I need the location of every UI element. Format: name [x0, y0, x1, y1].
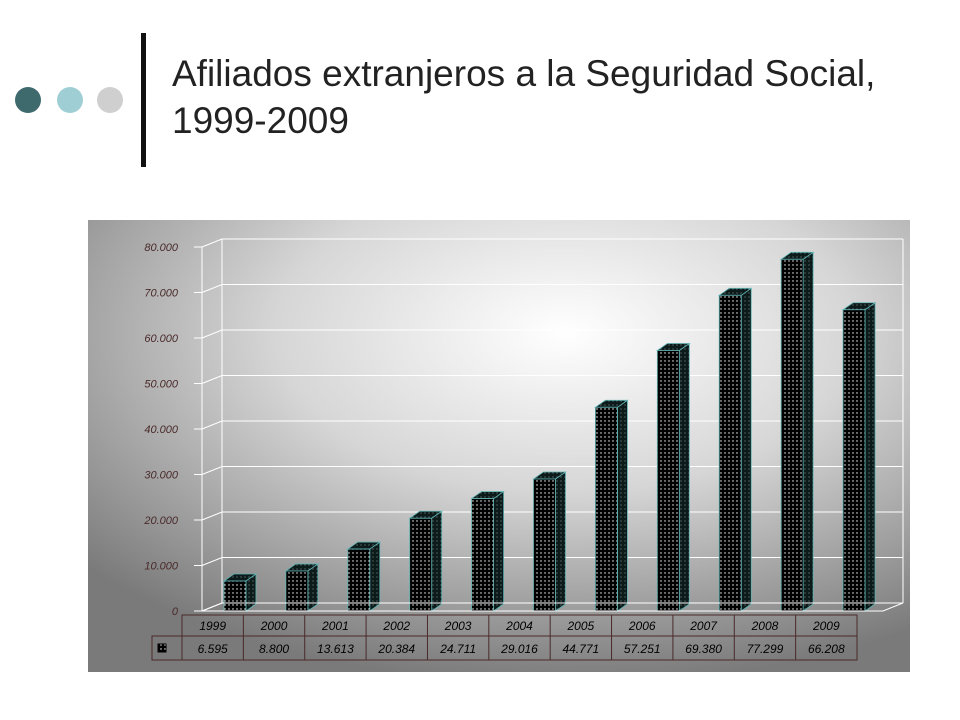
bar-side: [493, 490, 504, 612]
bar: [841, 301, 877, 612]
y-tick-label: 30.000: [144, 470, 179, 482]
bar-side: [431, 510, 443, 612]
data-label: 29.016: [500, 642, 538, 656]
bar-front: [223, 580, 247, 612]
y-tick-label: 40.000: [144, 424, 179, 436]
x-tick-label: 2007: [689, 619, 718, 633]
x-tick-label: 1999: [199, 619, 226, 633]
bar: [408, 510, 443, 612]
y-tick-label: 80.000: [144, 242, 179, 254]
data-label: 8.800: [259, 642, 289, 656]
chart-floor: [201, 602, 904, 612]
y-tick-label: 70.000: [144, 288, 179, 300]
x-tick-label: 2004: [505, 619, 533, 633]
data-label: 57.251: [624, 642, 661, 656]
bar-front: [409, 517, 433, 612]
bar-side: [307, 563, 319, 612]
bar-front: [347, 548, 371, 612]
legend-swatch: [157, 643, 167, 653]
bar: [594, 399, 629, 612]
x-tick-label: 2008: [751, 619, 779, 633]
data-label: 77.299: [747, 642, 784, 656]
data-label: 6.595: [198, 642, 228, 656]
bar-front: [471, 498, 494, 612]
bar: [470, 490, 505, 612]
data-label: 44.771: [563, 642, 600, 656]
y-tick-label: 10.000: [144, 561, 179, 573]
x-tick-label: 2000: [260, 619, 288, 633]
bar-side: [555, 471, 566, 612]
bar: [779, 251, 815, 612]
data-label: 20.384: [377, 642, 415, 656]
bar-side: [740, 287, 752, 612]
y-tick-label: 60.000: [144, 333, 179, 345]
bar-front: [533, 478, 556, 612]
gridline: [201, 283, 903, 294]
data-label: 66.208: [808, 642, 845, 656]
y-tick-label: 50.000: [144, 379, 179, 391]
bar-front: [842, 309, 866, 612]
bar-front: [780, 258, 804, 612]
gridline: [201, 329, 903, 339]
decor-dot-teal: [57, 87, 83, 113]
decor-dot-dark: [15, 87, 41, 113]
bar-chart: 0 10.000 20.000 30.000 40.000 50.000 60.000 70.…: [88, 220, 910, 672]
bar-side: [802, 251, 814, 612]
bar: [346, 541, 382, 612]
bar-front: [656, 350, 680, 612]
data-table-value-row: [151, 635, 858, 661]
bar: [284, 563, 320, 612]
gridline: [201, 238, 903, 248]
x-tick-label: 2006: [628, 619, 656, 633]
bar-front: [285, 570, 309, 612]
bar-side: [678, 342, 690, 612]
x-tick-label: 2003: [444, 619, 472, 633]
data-label: 24.711: [439, 642, 476, 656]
data-label: 13.613: [317, 642, 354, 656]
decor-dot-gray: [97, 87, 123, 113]
bar: [532, 471, 567, 612]
bar: [222, 573, 258, 612]
data-label: 69.380: [685, 642, 722, 656]
y-tick-label: 0: [172, 606, 179, 618]
x-tick-label: 2002: [382, 619, 410, 633]
x-tick-label: 2001: [321, 619, 349, 633]
x-tick-label: 2005: [567, 619, 595, 633]
bar-side: [369, 541, 381, 612]
title-divider: [141, 33, 146, 167]
bar: [656, 342, 691, 612]
y-tick-label: 20.000: [143, 515, 179, 527]
bar-front: [595, 406, 618, 612]
x-tick-label: 2009: [812, 619, 840, 633]
bar-side: [864, 301, 876, 612]
chart: 0 10.000 20.000 30.000 40.000 50.000 60.000 70.…: [88, 220, 910, 672]
bar-front: [718, 294, 742, 612]
bar-side: [617, 399, 628, 612]
slide-title: Afiliados extranjeros a la Seguridad Soc…: [172, 53, 876, 141]
bar: [717, 287, 753, 612]
